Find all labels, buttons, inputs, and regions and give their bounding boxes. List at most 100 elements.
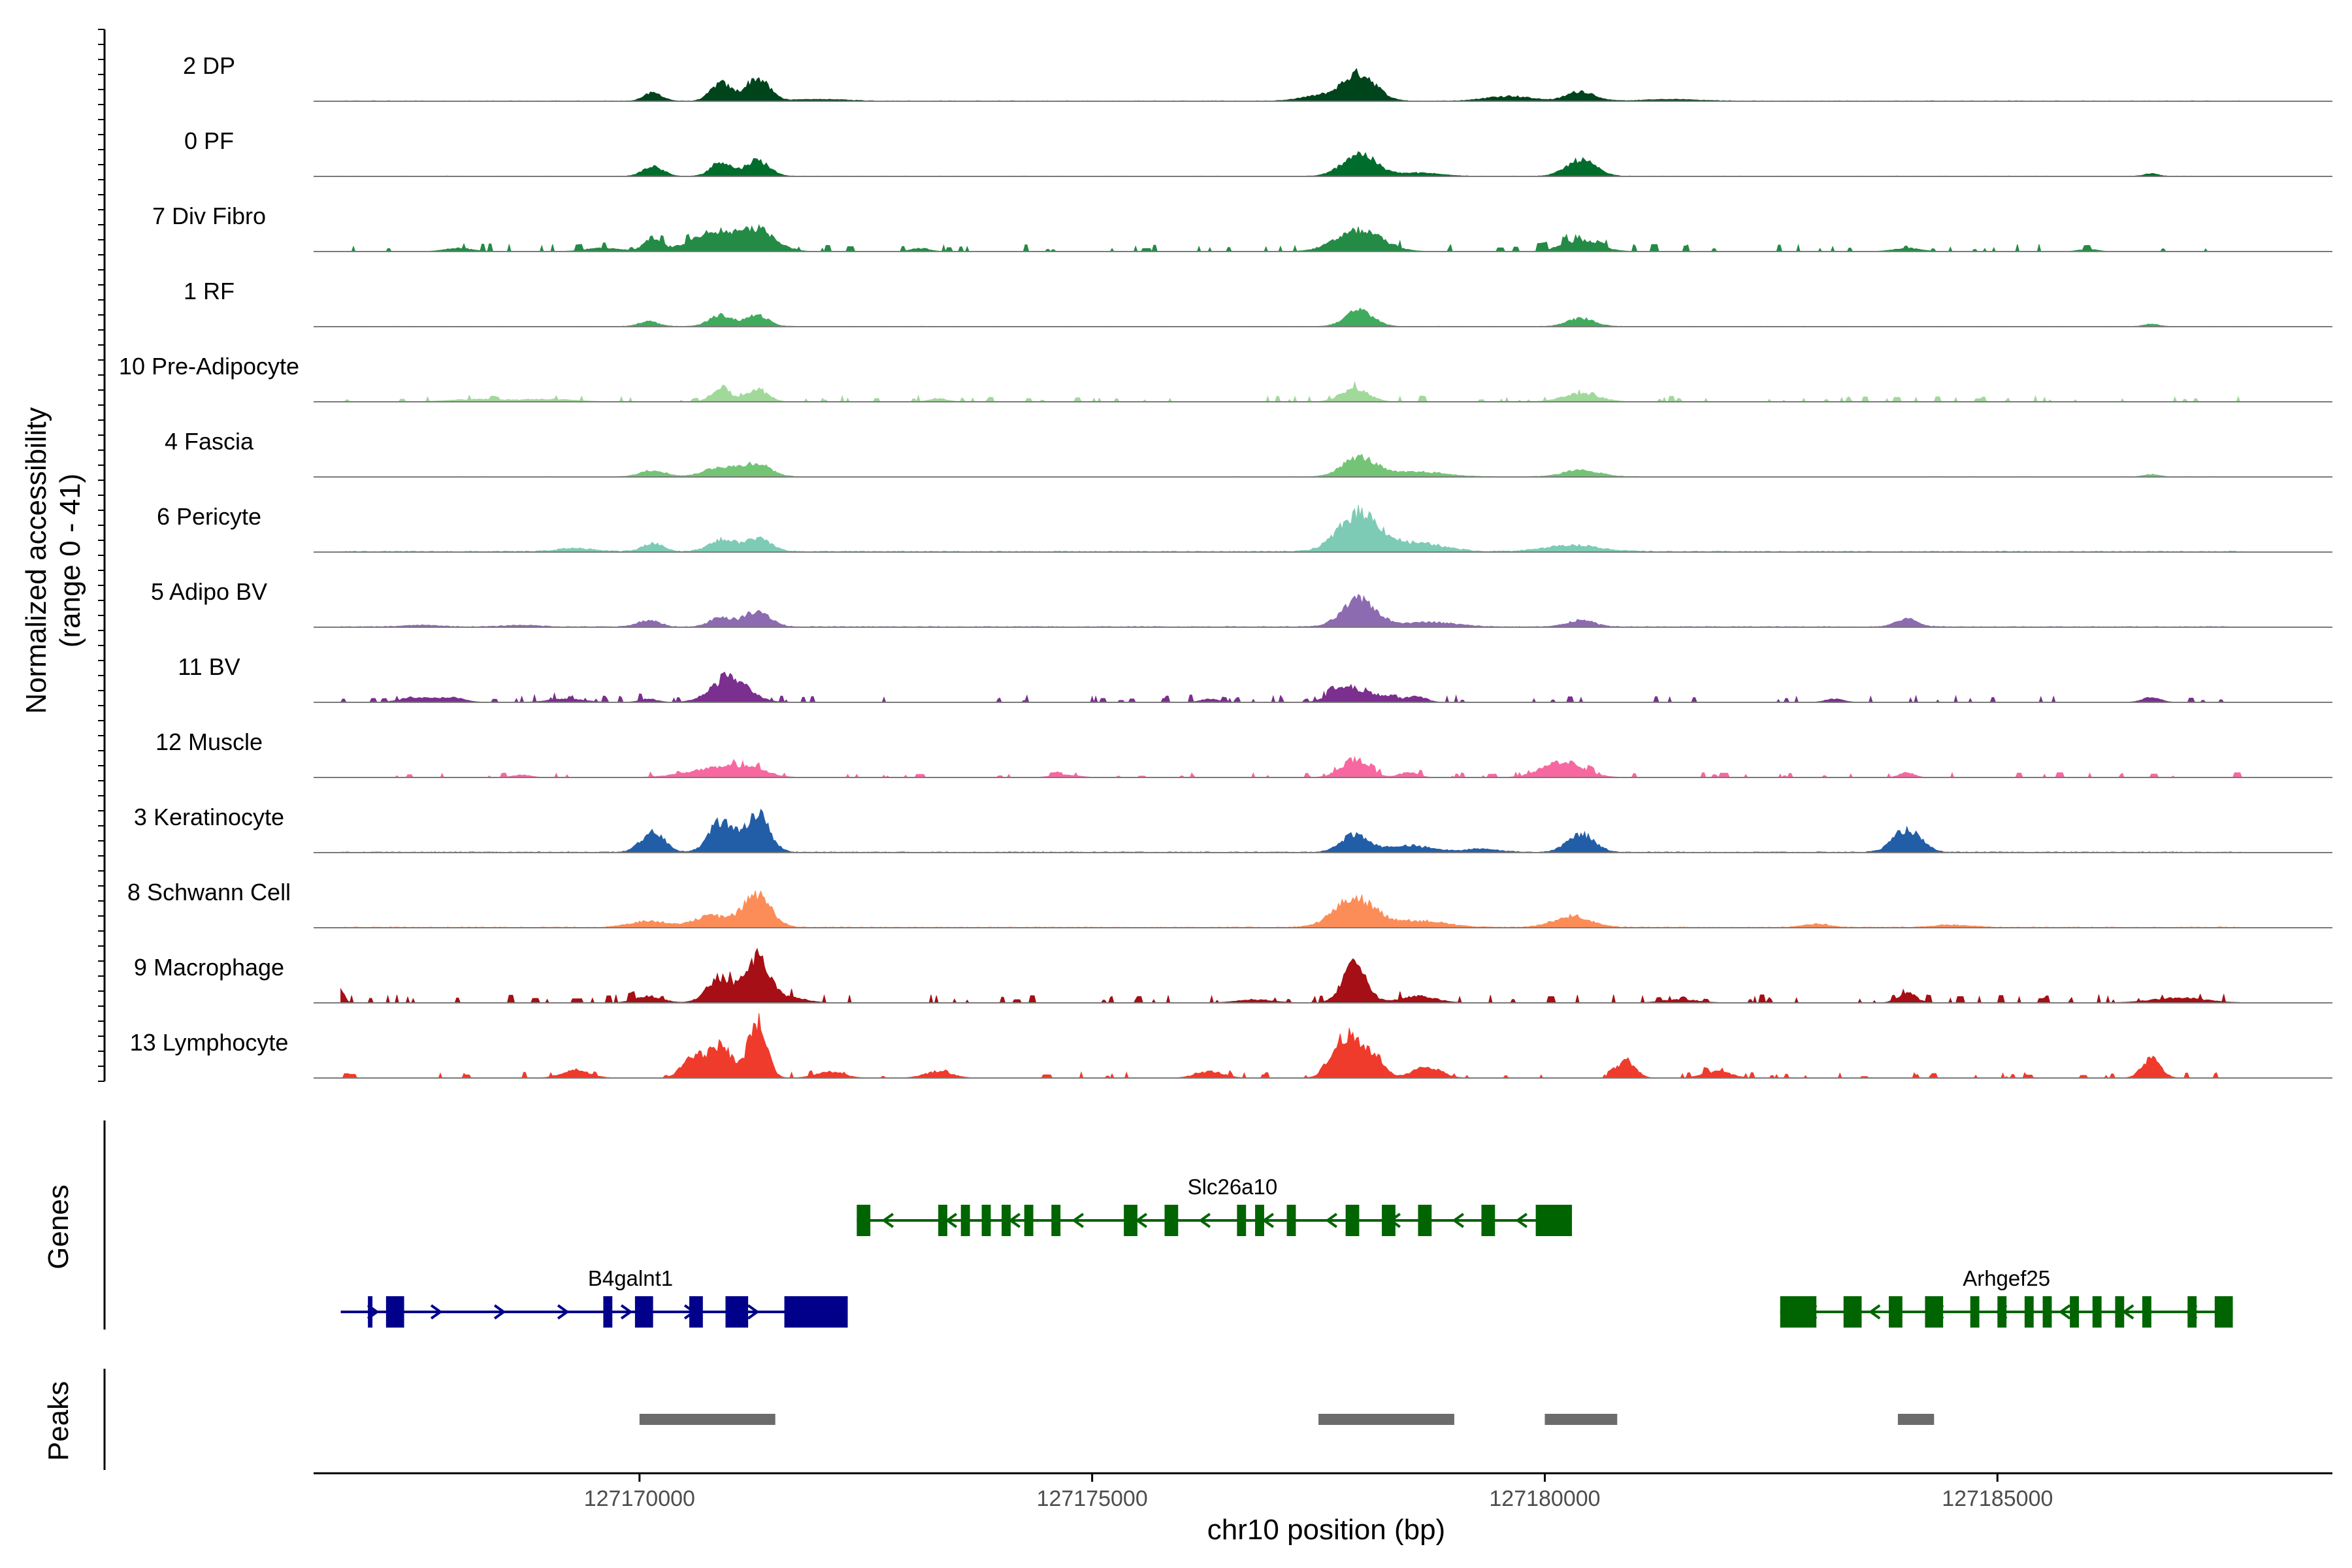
track-label: 4 Fascia xyxy=(165,428,254,455)
gene-label: Slc26a10 xyxy=(1188,1175,1278,1199)
gene-annotations: Slc26a10 B4galnt1 Arhgef25 xyxy=(340,1175,2233,1328)
track-10-pre-adipocyte: 10 Pre-Adipocyte xyxy=(119,353,2332,402)
track-label: 12 Muscle xyxy=(155,728,263,755)
track-5-adipo-bv: 5 Adipo BV xyxy=(151,578,2332,628)
track-label: 2 DP xyxy=(183,52,235,79)
strand-arrow xyxy=(1071,1213,1085,1228)
exon xyxy=(981,1205,991,1236)
exon xyxy=(1051,1205,1061,1236)
exon xyxy=(1418,1205,1432,1236)
peak-regions xyxy=(639,1414,1935,1425)
track-12-muscle: 12 Muscle xyxy=(155,728,2332,779)
exon xyxy=(2070,1296,2080,1328)
y-axis-label-line1: Normalized accessibility xyxy=(20,407,52,713)
x-tick-label: 127170000 xyxy=(584,1486,695,1511)
exon xyxy=(2142,1296,2151,1328)
gene-b4galnt1: B4galnt1 xyxy=(340,1266,848,1328)
strand-arrow xyxy=(1515,1213,1528,1228)
exon xyxy=(2092,1296,2102,1328)
track-label: 8 Schwann Cell xyxy=(127,879,291,906)
exon xyxy=(1382,1205,1396,1236)
strand-arrow xyxy=(430,1304,443,1320)
track-1-rf: 1 RF xyxy=(184,278,2332,327)
exon xyxy=(2187,1296,2197,1328)
exon xyxy=(857,1205,871,1236)
exon xyxy=(1164,1205,1179,1236)
exon xyxy=(1889,1296,1903,1328)
exon xyxy=(1997,1296,2007,1328)
exon xyxy=(603,1296,613,1328)
exon xyxy=(960,1205,970,1236)
track-11-bv: 11 BV xyxy=(178,653,2332,704)
track-label: 0 PF xyxy=(184,127,234,154)
exon xyxy=(2115,1296,2125,1328)
peak-region xyxy=(1897,1414,1935,1425)
coverage-tracks: 2 DP 0 PF 7 Div Fibro 1 RF 10 Pre-Adipocyte 4… xyxy=(119,52,2332,1079)
track-label: 5 Adipo BV xyxy=(151,578,267,605)
strand-arrow xyxy=(747,1304,760,1320)
exon xyxy=(1535,1205,1573,1236)
x-axis: 127170000 127175000 127180000 127185000 xyxy=(584,1473,2053,1511)
track-label: 11 BV xyxy=(178,653,240,680)
x-tick-label: 127185000 xyxy=(1942,1486,2053,1511)
exon xyxy=(2042,1296,2052,1328)
exon xyxy=(1780,1296,1817,1328)
track-3-keratinocyte: 3 Keratinocyte xyxy=(134,804,2332,853)
track-label: 7 Div Fibro xyxy=(152,203,266,229)
peak-region xyxy=(639,1414,776,1425)
track-4-fascia: 4 Fascia xyxy=(165,428,2332,478)
exon xyxy=(1286,1205,1296,1236)
exon xyxy=(1925,1296,1944,1328)
track-6-pericyte: 6 Pericyte xyxy=(157,503,2332,553)
strand-arrow xyxy=(2058,1304,2071,1320)
exon xyxy=(634,1296,653,1328)
exon xyxy=(1345,1205,1360,1236)
track-label: 3 Keratinocyte xyxy=(134,804,284,830)
strand-arrow xyxy=(881,1213,894,1228)
track-2-dp: 2 DP xyxy=(183,52,2332,102)
exon xyxy=(1237,1205,1247,1236)
exon xyxy=(1970,1296,1980,1328)
track-13-lymphocyte: 13 Lymphocyte xyxy=(130,1013,2332,1079)
peaks-track-label: Peaks xyxy=(42,1381,74,1461)
gene-slc26a10: Slc26a10 xyxy=(857,1175,1573,1236)
strand-arrow xyxy=(1325,1213,1338,1228)
y-axis-label-line2: (range 0 - 41) xyxy=(54,474,86,648)
exon xyxy=(938,1205,947,1236)
exon xyxy=(385,1296,404,1328)
y-axis xyxy=(98,29,106,1082)
track-label: 6 Pericyte xyxy=(157,503,261,530)
strand-arrow xyxy=(620,1304,633,1320)
strand-arrow xyxy=(1452,1213,1465,1228)
strand-arrow xyxy=(1868,1304,1881,1320)
x-tick-label: 127180000 xyxy=(1489,1486,1600,1511)
x-tick-label: 127175000 xyxy=(1037,1486,1148,1511)
exon xyxy=(368,1296,373,1328)
track-label: 13 Lymphocyte xyxy=(130,1029,289,1056)
track-0-pf: 0 PF xyxy=(184,127,2332,177)
gene-label: B4galnt1 xyxy=(588,1266,673,1290)
gene-label: Arhgef25 xyxy=(1963,1266,2050,1290)
exon xyxy=(725,1296,749,1328)
gene-arhgef25: Arhgef25 xyxy=(1780,1266,2233,1328)
track-8-schwann-cell: 8 Schwann Cell xyxy=(127,879,2332,928)
track-label: 1 RF xyxy=(184,278,235,304)
track-7-div-fibro: 7 Div Fibro xyxy=(152,203,2332,253)
exon xyxy=(1255,1205,1264,1236)
exon xyxy=(1124,1205,1137,1236)
peak-region xyxy=(1318,1414,1454,1425)
track-9-macrophage: 9 Macrophage xyxy=(134,947,2332,1004)
exon xyxy=(689,1296,703,1328)
x-axis-label: chr10 position (bp) xyxy=(1207,1514,1445,1546)
peak-region xyxy=(1544,1414,1618,1425)
exon xyxy=(1024,1205,1034,1236)
exon xyxy=(784,1296,848,1328)
strand-arrow xyxy=(557,1304,570,1320)
track-label: 10 Pre-Adipocyte xyxy=(119,353,299,380)
exon xyxy=(1002,1205,1011,1236)
exon xyxy=(2214,1296,2233,1328)
exon xyxy=(1481,1205,1495,1236)
strand-arrow xyxy=(493,1304,506,1320)
